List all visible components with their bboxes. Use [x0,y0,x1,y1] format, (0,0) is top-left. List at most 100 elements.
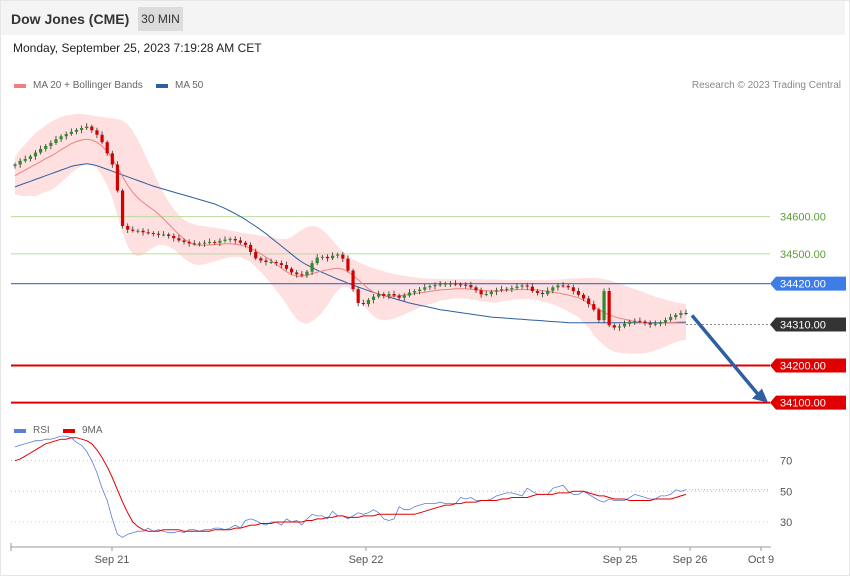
candle [136,228,140,234]
ma50-swatch [156,83,168,88]
price-panel: 34600.00 34500.00 34420.00 34310.00 34200.00… [11,113,846,410]
candle [187,239,191,247]
candle [515,283,519,290]
candle [351,268,355,292]
candle [622,320,627,329]
level-label: 34600.00 [780,212,826,224]
candle [520,283,524,290]
candle [243,240,248,248]
candle [607,287,611,328]
candle [223,236,227,243]
candle [279,260,283,269]
candle [356,286,360,307]
candle [669,313,673,322]
candle [315,254,319,265]
x-tick-label: Sep 22 [349,554,384,566]
level-label: 34100.00 [780,398,826,410]
candle [361,299,365,306]
candle [69,128,73,136]
rsi-level-label: 50 [780,486,792,498]
rsi-panel: 70 50 30 [11,435,792,538]
candle [674,313,678,320]
candle [612,323,616,331]
candle [85,123,89,130]
candle [433,282,437,290]
candle [469,281,473,290]
candle [213,240,217,246]
candle [500,285,504,293]
candle [397,293,401,301]
candle [566,283,570,290]
legend-9ma: 9MA [63,425,103,436]
candle [474,285,478,293]
candle [505,286,509,292]
candle [484,290,488,297]
level-label: 34200.00 [780,360,826,372]
projection-arrow-head [752,388,768,403]
candle [341,251,345,263]
level-tag-support [770,358,846,373]
candle [28,154,32,162]
candle [23,155,27,163]
candle [418,286,422,295]
candle [479,287,483,298]
candle [300,270,304,278]
candle [617,323,622,331]
ma20-line [14,138,686,324]
x-axis: Sep 21 Sep 22 Sep 25 Sep 26 Oct 9 [10,543,774,566]
candle [197,241,201,247]
candle [54,135,58,145]
projection-arrow [690,314,762,398]
candle [546,287,550,296]
level-tag-pivot [770,276,846,291]
rsi-level-label: 30 [780,517,792,529]
candle [233,236,237,244]
candle [74,128,79,135]
candle [525,282,529,290]
candle [540,290,545,298]
candle [633,318,637,325]
candle [167,232,171,239]
candle [39,145,43,155]
candle [59,134,63,142]
candle [105,140,109,156]
candle [100,131,104,145]
ma50-line [14,163,686,324]
candle [459,282,463,288]
candle [571,284,575,295]
candle [679,310,683,319]
x-tick-label: Oct 9 [748,554,774,566]
candle [90,124,94,133]
candle [44,144,48,152]
candle [448,281,452,287]
rsi-swatch [14,428,26,433]
candle [684,309,688,316]
candle [366,298,371,307]
timeframe-button[interactable]: 30 MIN [138,7,183,31]
candle [284,261,289,271]
candle [156,231,161,238]
candle [202,240,207,247]
candle [587,295,591,308]
rsi-ma9-line [14,437,687,532]
candle [305,269,309,279]
candle [13,162,17,169]
candle [18,158,22,168]
candle [658,320,662,327]
candle [254,248,258,261]
ma20-swatch [14,83,26,88]
candle [146,228,150,235]
instrument-title: Dow Jones (CME) [11,11,130,27]
candle [551,285,555,294]
candle [443,281,447,287]
x-tick-label: Sep 25 [603,554,638,566]
candle [330,252,335,261]
candle [238,237,242,245]
candle [274,260,278,266]
candle [346,255,350,273]
legend-rsi-label: RSI [33,425,50,436]
candle [192,240,196,246]
candle [377,290,381,299]
candle [172,233,176,242]
